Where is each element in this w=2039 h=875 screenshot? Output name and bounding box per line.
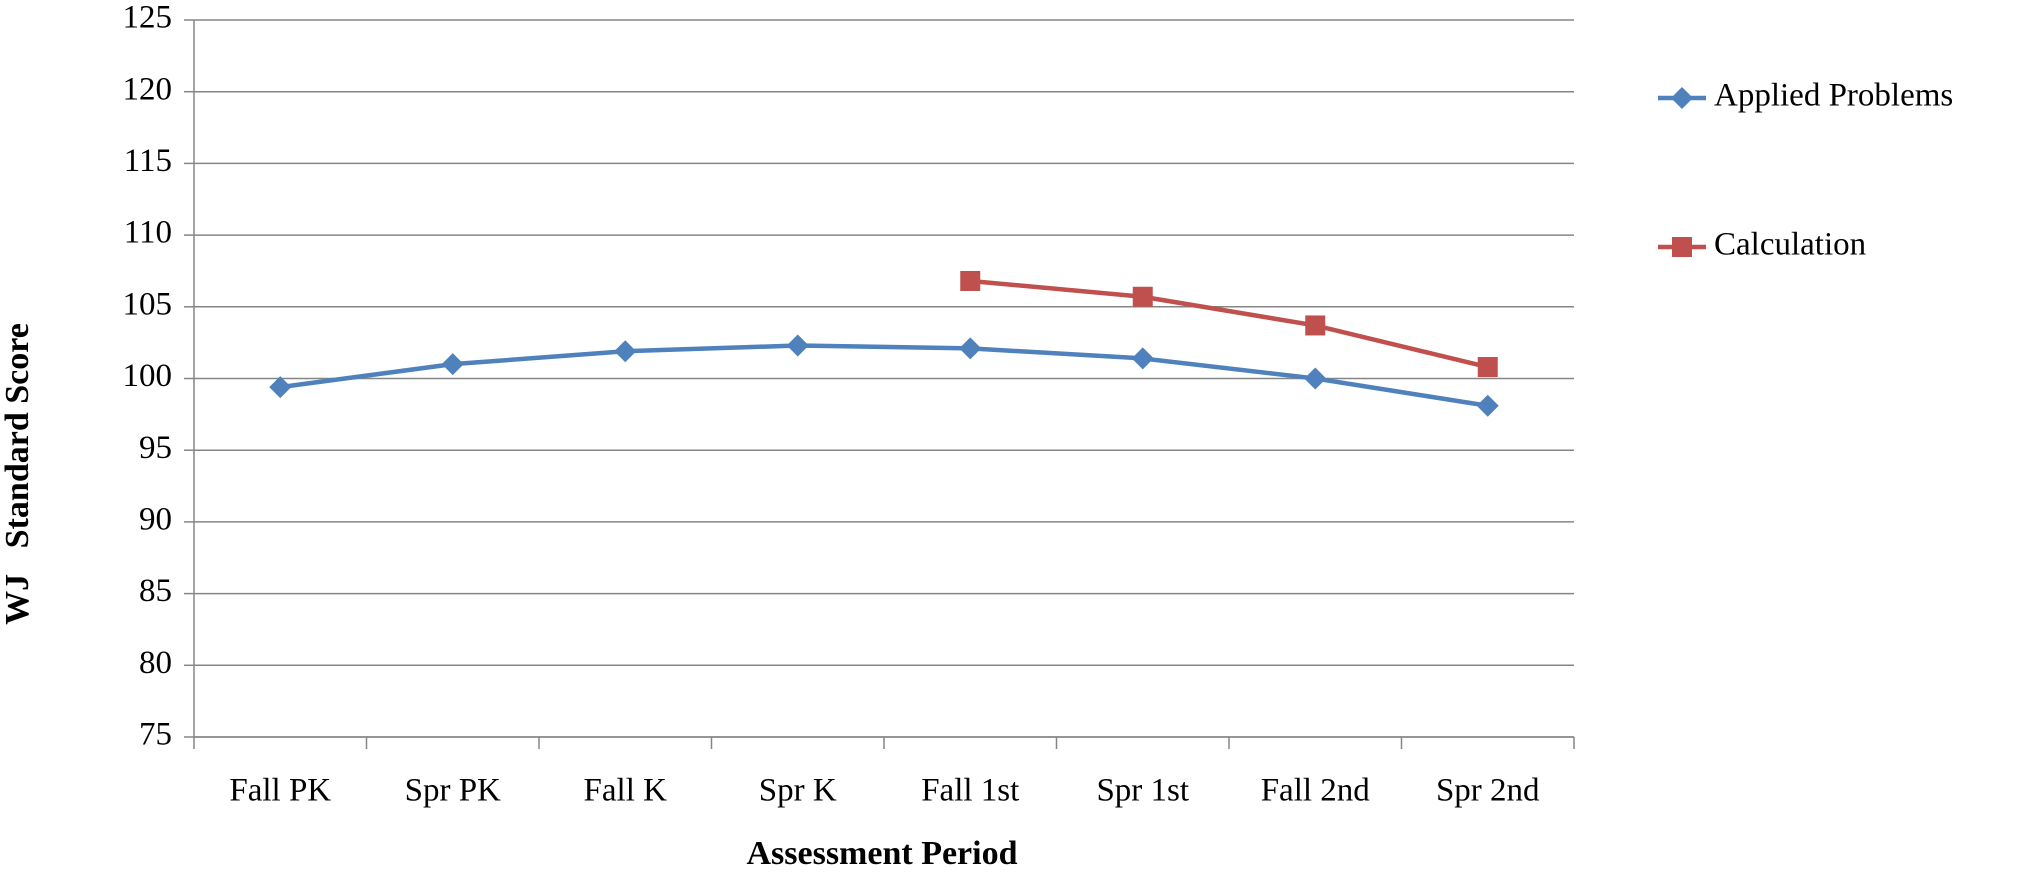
x-tick-label: Spr PK <box>405 773 501 809</box>
y-tick-label: 95 <box>139 430 172 466</box>
x-tick-label: Spr K <box>759 773 837 809</box>
marker <box>1477 357 1498 378</box>
marker <box>960 270 981 291</box>
legend-label: Applied Problems <box>1714 78 1953 114</box>
y-axis-title: WJ Standard Score <box>0 323 36 625</box>
x-axis-title: Assessment Period <box>746 835 1017 872</box>
legend-marker <box>1672 237 1692 257</box>
marker <box>1131 347 1154 370</box>
series-line <box>279 343 1489 408</box>
y-tick-label: 110 <box>124 215 172 251</box>
y-tick-label: 75 <box>139 717 172 753</box>
marker <box>786 334 809 357</box>
y-tick-label: 100 <box>123 358 173 394</box>
y-tick-label: 85 <box>139 573 172 609</box>
x-tick-label: Fall K <box>584 773 668 809</box>
series-line <box>970 278 1489 370</box>
marker <box>1132 286 1153 307</box>
x-tick-label: Fall 2nd <box>1261 773 1371 809</box>
marker <box>1304 367 1327 390</box>
marker <box>1476 394 1499 417</box>
legend-marker <box>1671 87 1693 109</box>
y-tick-label: 90 <box>139 501 172 537</box>
y-tick-label: 120 <box>123 71 173 107</box>
x-tick-label: Spr 1st <box>1096 773 1189 809</box>
x-tick-label: Spr 2nd <box>1436 773 1540 809</box>
legend-label: Calculation <box>1714 227 1866 263</box>
y-tick-label: 125 <box>123 0 173 36</box>
marker <box>614 340 637 363</box>
x-tick-label: Fall PK <box>229 773 331 809</box>
y-tick-label: 115 <box>124 143 172 179</box>
marker <box>1305 315 1326 336</box>
y-tick-label: 105 <box>123 286 173 322</box>
marker <box>269 376 292 399</box>
marker <box>959 337 982 360</box>
y-tick-label: 80 <box>139 645 172 681</box>
x-tick-label: Fall 1st <box>921 773 1019 809</box>
marker <box>441 353 464 376</box>
